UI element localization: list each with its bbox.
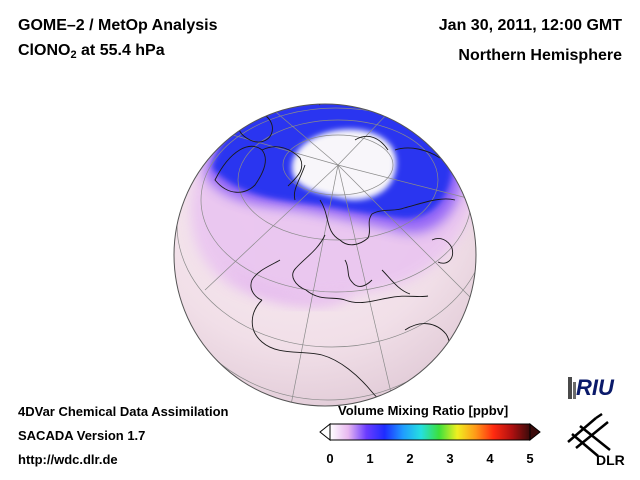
colorbar-tick-label: 0 bbox=[326, 451, 334, 466]
globe-outline bbox=[173, 103, 477, 407]
coastlines bbox=[214, 104, 456, 406]
species-level-title: ClONO2 at 55.4 hPa bbox=[18, 42, 165, 61]
colorbar-tick-label: 2 bbox=[406, 451, 414, 466]
pressure-level: at 55.4 hPa bbox=[76, 42, 165, 59]
website-link[interactable]: http://wdc.dlr.de bbox=[18, 452, 118, 467]
riu-logo: RIU bbox=[568, 375, 615, 400]
species-subscript: 2 bbox=[70, 49, 77, 61]
colorbar-tick-label: 3 bbox=[446, 451, 454, 466]
colorbar-title: Volume Mixing Ratio [ppbv] bbox=[338, 403, 509, 418]
riu-logo-text: RIU bbox=[576, 375, 615, 400]
clono2-field bbox=[190, 104, 476, 308]
dlr-logo: DLR bbox=[567, 412, 625, 468]
colorbar bbox=[319, 422, 541, 442]
analysis-datetime: Jan 30, 2011, 12:00 GMT bbox=[438, 17, 622, 34]
map-title: GOME–2 / MetOp Analysis bbox=[18, 17, 218, 34]
method-label: 4DVar Chemical Data Assimilation bbox=[18, 404, 229, 419]
hemisphere-label: Northern Hemisphere bbox=[458, 47, 622, 64]
dlr-logo-text: DLR bbox=[596, 452, 625, 468]
colorbar-tick-label: 4 bbox=[486, 451, 494, 466]
species-name: ClONO bbox=[18, 42, 71, 59]
colorbar-low-arrow bbox=[319, 422, 331, 442]
colorbar-tick-label: 1 bbox=[366, 451, 374, 466]
polar-core bbox=[291, 129, 397, 200]
colorbar-high-arrow bbox=[529, 422, 541, 442]
version-label: SACADA Version 1.7 bbox=[18, 428, 146, 443]
colorbar-tick-label: 5 bbox=[526, 451, 534, 466]
colorbar-gradient bbox=[329, 423, 531, 441]
